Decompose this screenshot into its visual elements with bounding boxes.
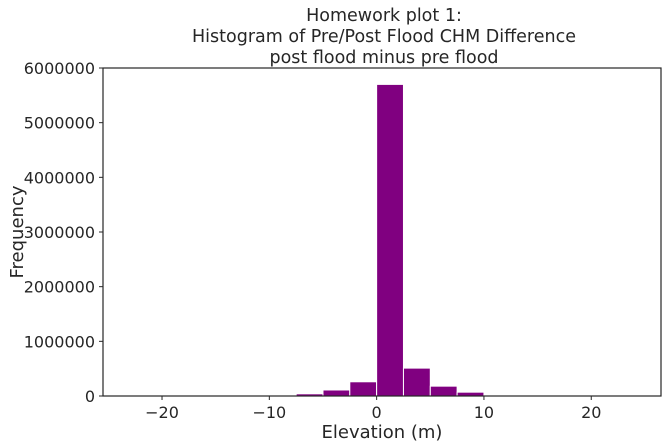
- y-axis-ticks: 0 1000000 2000000 3000000 4000000 5000000 6000…: [24, 59, 103, 406]
- y-axis-label: Frequency: [7, 185, 28, 278]
- x-axis-label: Elevation (m): [322, 422, 443, 443]
- histogram-bar: [376, 83, 404, 397]
- x-tick-label: 0: [372, 403, 382, 422]
- y-tick-label: 5000000: [24, 114, 95, 133]
- chart-title-line-2: Histogram of Pre/Post Flood CHM Differen…: [192, 27, 576, 47]
- x-axis-ticks: −20 −10 0 10 20: [145, 396, 601, 422]
- y-tick-label: 4000000: [24, 168, 95, 187]
- histogram-bar: [349, 381, 378, 397]
- y-tick-label: 0: [85, 387, 95, 406]
- y-tick-label: 3000000: [24, 223, 95, 242]
- x-tick-label: 10: [474, 403, 494, 422]
- plot-frame: [102, 67, 662, 397]
- histogram-bar: [402, 367, 431, 397]
- y-tick-label: 1000000: [24, 332, 95, 351]
- chart-title-line-1: Homework plot 1:: [306, 6, 462, 26]
- y-tick-label: 2000000: [24, 278, 95, 297]
- y-tick-label: 6000000: [24, 59, 95, 78]
- x-tick-label: −20: [145, 403, 179, 422]
- x-tick-label: 20: [581, 403, 601, 422]
- histogram-bar: [429, 385, 458, 397]
- x-tick-label: −10: [252, 403, 286, 422]
- histogram-bar: [322, 389, 351, 397]
- chart-title-line-3: post flood minus pre flood: [269, 48, 498, 68]
